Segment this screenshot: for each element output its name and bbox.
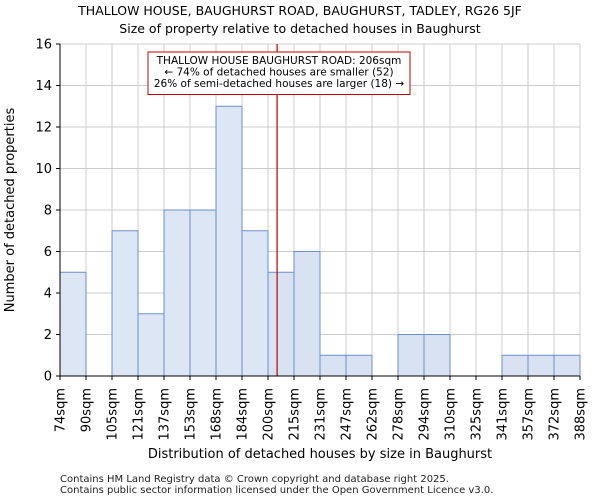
bar bbox=[527, 354, 555, 377]
bar bbox=[345, 354, 373, 377]
bar bbox=[553, 354, 581, 377]
x-axis-title: Distribution of detached houses by size … bbox=[148, 447, 492, 462]
x-tick-label: 121sqm bbox=[132, 388, 147, 441]
bar bbox=[267, 271, 295, 377]
y-tick-label: 8 bbox=[44, 204, 52, 219]
bar bbox=[59, 271, 87, 377]
x-tick-label: 231sqm bbox=[314, 388, 329, 441]
y-tick-label: 16 bbox=[35, 38, 52, 53]
y-tick-label: 10 bbox=[35, 162, 52, 177]
bar bbox=[163, 209, 191, 377]
x-tick-label: 215sqm bbox=[288, 388, 303, 441]
bars-layer bbox=[59, 105, 581, 377]
annotation-line: ← 74% of detached houses are smaller (52… bbox=[164, 67, 393, 79]
x-tick-label: 74sqm bbox=[54, 388, 69, 432]
y-tick-label: 0 bbox=[44, 370, 52, 385]
y-tick-label: 2 bbox=[44, 328, 52, 343]
bar bbox=[293, 251, 321, 377]
bar bbox=[137, 313, 165, 377]
x-tick-label: 200sqm bbox=[262, 388, 277, 441]
x-tick-label: 90sqm bbox=[80, 388, 95, 432]
y-axis-title: Number of detached properties bbox=[3, 108, 18, 313]
x-tick-label: 310sqm bbox=[444, 388, 459, 441]
annotation-layer: THALLOW HOUSE BAUGHURST ROAD: 206sqm← 74… bbox=[147, 51, 411, 95]
y-tick-label: 14 bbox=[35, 79, 52, 94]
bar bbox=[241, 230, 269, 377]
y-tick-label: 12 bbox=[35, 121, 52, 136]
x-tick-label: 341sqm bbox=[496, 388, 511, 441]
annotation-line: THALLOW HOUSE BAUGHURST ROAD: 206sqm bbox=[156, 55, 402, 67]
x-tick-label: 357sqm bbox=[522, 388, 537, 441]
x-tick-label: 153sqm bbox=[184, 388, 199, 441]
bar bbox=[397, 334, 425, 377]
bar bbox=[501, 354, 529, 377]
y-tick-label: 6 bbox=[44, 245, 52, 260]
x-tick-label: 137sqm bbox=[158, 388, 173, 441]
bar bbox=[423, 334, 451, 377]
x-tick-label: 184sqm bbox=[236, 388, 251, 441]
x-tick-label: 168sqm bbox=[210, 388, 225, 441]
x-tick-label: 388sqm bbox=[574, 388, 589, 441]
footer-licence: Contains public sector information licen… bbox=[60, 485, 494, 496]
x-tick-label: 262sqm bbox=[366, 388, 381, 441]
x-tick-label: 372sqm bbox=[548, 388, 563, 441]
chart-subtitle: Size of property relative to detached ho… bbox=[119, 21, 481, 36]
x-tick-label: 278sqm bbox=[392, 388, 407, 441]
bar bbox=[319, 354, 347, 377]
x-tick-label: 247sqm bbox=[340, 388, 355, 441]
x-tick-label: 294sqm bbox=[418, 388, 433, 441]
bar bbox=[111, 230, 139, 377]
bar bbox=[189, 209, 217, 377]
footer-copyright: Contains HM Land Registry data © Crown c… bbox=[60, 474, 449, 485]
bar bbox=[215, 105, 243, 377]
y-tick-label: 4 bbox=[44, 287, 52, 302]
annotation-box bbox=[147, 51, 411, 95]
chart-title: THALLOW HOUSE, BAUGHURST ROAD, BAUGHURST… bbox=[78, 3, 522, 18]
x-tick-label: 325sqm bbox=[470, 388, 485, 441]
x-tick-label: 105sqm bbox=[106, 388, 121, 441]
annotation-line: 26% of semi-detached houses are larger (… bbox=[154, 78, 405, 90]
axes-layer: 0 2 4 6 8 10 12 14 16 74sqm 90sqm 105sqm 121sqm 137sq… bbox=[3, 38, 589, 463]
